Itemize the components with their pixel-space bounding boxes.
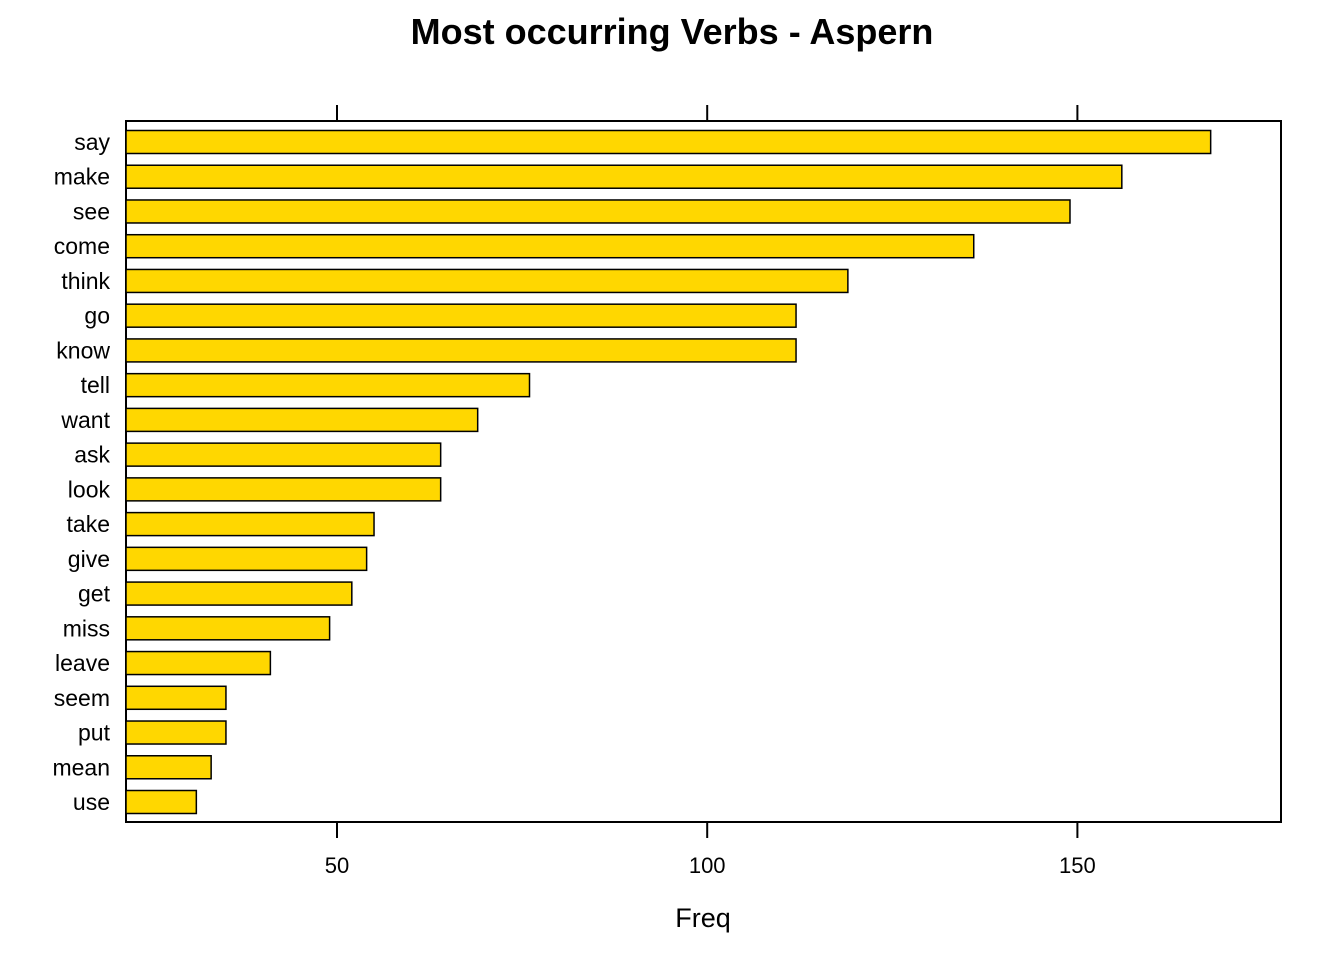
- plot-frame: [125, 120, 1282, 823]
- x-axis-label: Freq: [675, 903, 731, 933]
- tick-label-50: 50: [325, 853, 349, 878]
- category-label-use: use: [73, 789, 110, 815]
- bar-mean: [125, 755, 212, 780]
- bar-want: [125, 407, 479, 433]
- bar-look: [125, 477, 442, 502]
- category-label-give: give: [68, 546, 110, 572]
- category-label-go: go: [84, 303, 110, 329]
- bar-make: [125, 164, 1123, 189]
- bar-say: [125, 129, 1212, 155]
- category-label-ask: ask: [74, 442, 110, 468]
- bar-get: [125, 581, 353, 606]
- bar-leave: [125, 650, 272, 676]
- bars: [125, 129, 1212, 815]
- category-label-tell: tell: [81, 372, 110, 398]
- tick-label-150: 150: [1059, 853, 1096, 878]
- bar-take: [125, 511, 375, 537]
- chart-title: Most occurring Verbs - Aspern: [411, 11, 934, 52]
- bar-use: [125, 789, 198, 815]
- bar-miss: [125, 616, 331, 641]
- category-labels: say make see come think go know tell want ask look…: [52, 129, 110, 815]
- bar-go: [125, 303, 797, 328]
- bar-ask: [125, 442, 442, 467]
- x-axis-ticks: 50 100 150: [325, 105, 1096, 878]
- bar-give: [125, 546, 368, 572]
- bar-know: [125, 338, 797, 363]
- category-label-take: take: [67, 511, 110, 537]
- category-label-say: say: [74, 129, 110, 155]
- category-label-miss: miss: [63, 615, 110, 641]
- category-label-put: put: [78, 720, 111, 746]
- category-label-make: make: [54, 164, 110, 190]
- category-label-know: know: [56, 337, 110, 363]
- category-label-look: look: [68, 476, 111, 502]
- category-label-get: get: [78, 581, 111, 607]
- category-label-come: come: [54, 233, 110, 259]
- bar-tell: [125, 372, 531, 398]
- bar-put: [125, 720, 227, 745]
- category-label-mean: mean: [52, 754, 110, 780]
- tick-label-100: 100: [689, 853, 726, 878]
- bar-come: [125, 233, 975, 259]
- category-label-seem: seem: [54, 685, 110, 711]
- category-label-want: want: [60, 407, 110, 433]
- category-label-think: think: [61, 268, 110, 294]
- bar-seem: [125, 685, 227, 711]
- category-label-leave: leave: [55, 650, 110, 676]
- category-label-see: see: [73, 198, 110, 224]
- bar-see: [125, 199, 1071, 224]
- bar-think: [125, 268, 849, 294]
